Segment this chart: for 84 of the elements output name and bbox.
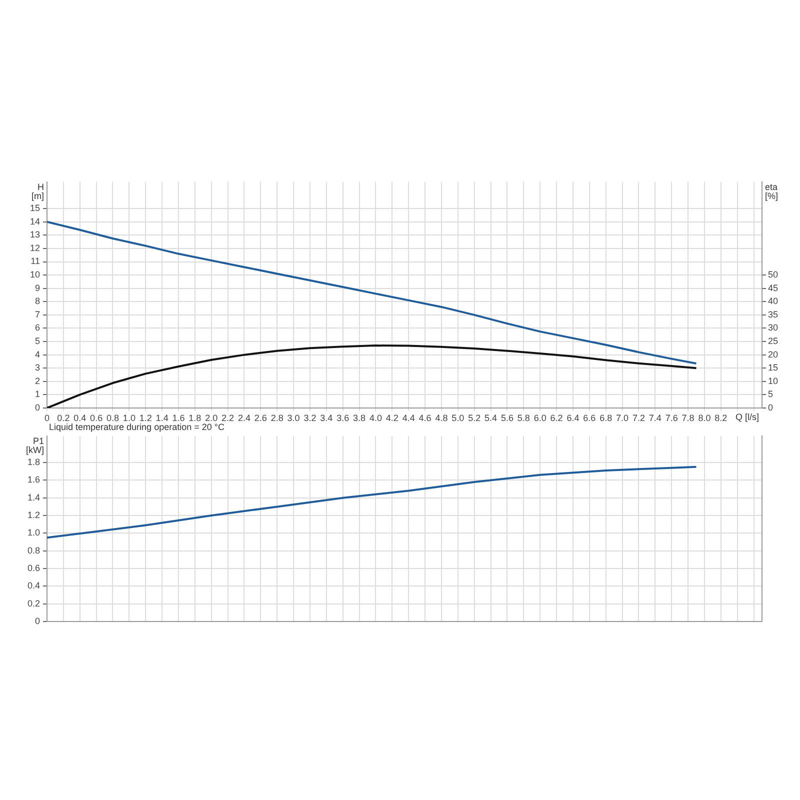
y-tick-label: 0 bbox=[34, 616, 40, 626]
y-tick-label: 2 bbox=[34, 376, 40, 386]
x-tick-label: 6.4 bbox=[566, 412, 580, 423]
x-tick-label: 7.8 bbox=[682, 412, 694, 423]
y-tick-label: 0.4 bbox=[27, 580, 40, 591]
y-tick-label: 3 bbox=[34, 362, 40, 373]
x-tick-label: 6.8 bbox=[600, 412, 612, 423]
y-tick-label: 0.2 bbox=[27, 598, 40, 608]
x-tick-label: 0.8 bbox=[106, 412, 120, 423]
y-tick-label: 5 bbox=[34, 336, 40, 346]
x-tick-label: 2.8 bbox=[270, 412, 284, 423]
x-tick-label: 1.0 bbox=[122, 412, 136, 423]
y-tick-label: 6 bbox=[34, 322, 40, 333]
text: Liquid temperature during operation = 20 °C bbox=[49, 422, 225, 432]
y-tick-label: 12 bbox=[30, 242, 40, 253]
y-tick-label: 1.2 bbox=[27, 510, 40, 520]
y-tick-label: 0.6 bbox=[27, 563, 40, 574]
y-tick-label: 1.6 bbox=[27, 474, 40, 485]
x-tick-label: 7.0 bbox=[616, 412, 629, 423]
x-tick-label: 2.2 bbox=[222, 412, 234, 423]
x-tick-label: 3.8 bbox=[353, 412, 366, 423]
x-tick-label: 4.0 bbox=[369, 412, 382, 423]
y2-tick-label: 0 bbox=[768, 402, 774, 412]
y-tick-label: 1.0 bbox=[27, 528, 40, 538]
y-tick-label: 0.8 bbox=[27, 545, 40, 556]
x-tick-label: 1.2 bbox=[139, 412, 152, 423]
x-tick-label: 2.4 bbox=[238, 412, 250, 423]
y2-tick-label: 45 bbox=[768, 282, 778, 293]
x-tick-label: 5.0 bbox=[452, 412, 464, 423]
y-tick-label: 14 bbox=[30, 216, 40, 226]
x-tick-label: 2.0 bbox=[205, 412, 218, 423]
y-tick-label: 15 bbox=[30, 203, 40, 214]
x-tick-label: 5.8 bbox=[517, 412, 530, 423]
x-tick-label: 5.6 bbox=[500, 412, 514, 423]
x-tick-label: 6.0 bbox=[534, 412, 546, 423]
x-tick-label: 1.6 bbox=[172, 412, 185, 423]
y2-tick-label: 25 bbox=[768, 336, 778, 346]
x-tick-label: 5.4 bbox=[484, 412, 498, 423]
y-tick-label: 13 bbox=[30, 230, 40, 240]
y-tick-label: 1.4 bbox=[27, 492, 40, 502]
y-tick-label: 1.8 bbox=[27, 457, 40, 467]
x-tick-label: 4.8 bbox=[435, 412, 448, 423]
y-tick-label: 8 bbox=[34, 296, 40, 306]
x-tick-label: 5.2 bbox=[468, 412, 481, 423]
y2-tick-label: 50 bbox=[768, 270, 778, 280]
x-tick-label: 0.2 bbox=[57, 412, 70, 423]
y2-tick-label: 30 bbox=[768, 322, 778, 333]
y2-tick-label: 20 bbox=[768, 349, 778, 360]
x-tick-label: 0.4 bbox=[74, 412, 86, 423]
y-tick-label: 1 bbox=[34, 389, 40, 400]
y2-axis-title: eta [%] bbox=[765, 182, 778, 201]
x-tick-label: 7.2 bbox=[632, 412, 645, 423]
y-tick-label: 10 bbox=[30, 270, 40, 280]
y-axis-title: H [m] bbox=[32, 182, 44, 201]
x-tick-label: 8.0 bbox=[698, 412, 711, 423]
x-tick-label: 6.2 bbox=[550, 412, 563, 423]
y2-tick-label: 15 bbox=[768, 362, 778, 373]
x-tick-label: 3.2 bbox=[304, 412, 316, 423]
x-tick-label: 3.4 bbox=[320, 412, 333, 423]
x-tick-label: 0.6 bbox=[90, 412, 103, 423]
x-tick-label: 7.6 bbox=[665, 412, 678, 423]
y-tick-label: 11 bbox=[30, 256, 40, 266]
x-tick-label: 8.2 bbox=[714, 412, 728, 423]
x-tick-label: 2.6 bbox=[254, 412, 267, 423]
x-axis-title: Q [l/s] bbox=[735, 412, 759, 422]
x-tick-label: 1.8 bbox=[188, 412, 202, 423]
y2-tick-label: 5 bbox=[768, 389, 774, 400]
y-axis-title: P1 [kW] bbox=[26, 436, 44, 455]
x-tick-label: 0 bbox=[44, 412, 50, 423]
y-tick-label: 7 bbox=[34, 309, 40, 320]
x-tick-label: 1.4 bbox=[156, 412, 168, 423]
x-tick-label: 7.4 bbox=[648, 412, 662, 423]
y-tick-label: 4 bbox=[34, 349, 40, 360]
x-tick-label: 3.0 bbox=[287, 412, 300, 423]
y-tick-label: 0 bbox=[34, 402, 40, 412]
y2-tick-label: 35 bbox=[768, 309, 778, 320]
y-tick-label: 9 bbox=[34, 282, 40, 293]
y2-tick-label: 40 bbox=[768, 296, 778, 306]
x-tick-label: 4.6 bbox=[418, 412, 432, 423]
x-tick-label: 4.2 bbox=[386, 412, 398, 423]
x-tick-label: 6.6 bbox=[583, 412, 596, 423]
x-tick-label: 4.4 bbox=[402, 412, 415, 423]
x-tick-label: 3.6 bbox=[336, 412, 350, 423]
y2-tick-label: 10 bbox=[768, 376, 778, 386]
